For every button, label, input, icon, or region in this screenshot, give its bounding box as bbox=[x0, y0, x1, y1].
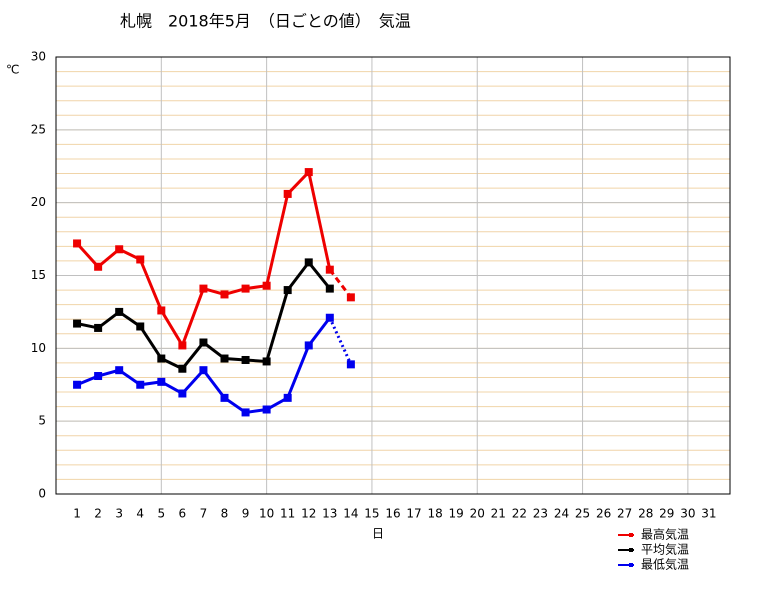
point bbox=[262, 405, 271, 414]
legend-marker bbox=[629, 563, 633, 567]
y-axis-label: ℃ bbox=[6, 63, 19, 77]
x-tick-label: 11 bbox=[280, 507, 295, 521]
x-tick-label: 27 bbox=[617, 507, 632, 521]
point bbox=[199, 366, 208, 375]
point bbox=[325, 265, 334, 274]
x-tick-label: 25 bbox=[575, 507, 590, 521]
point bbox=[94, 372, 103, 381]
plot-frame bbox=[55, 56, 731, 495]
y-tick-label: 20 bbox=[31, 195, 46, 209]
point bbox=[262, 281, 271, 290]
point bbox=[136, 255, 145, 264]
point bbox=[157, 306, 166, 315]
legend-label: 最高気温 bbox=[641, 527, 689, 542]
legend-marker bbox=[629, 548, 633, 552]
point bbox=[220, 393, 229, 402]
x-tick-label: 24 bbox=[554, 507, 569, 521]
point bbox=[346, 360, 355, 369]
x-tick-label: 2 bbox=[94, 507, 102, 521]
series-line-tail bbox=[328, 317, 353, 365]
x-tick-label: 7 bbox=[200, 507, 208, 521]
point bbox=[199, 338, 208, 347]
point bbox=[304, 341, 313, 350]
y-tick-label: 5 bbox=[38, 414, 46, 428]
x-tick-label: 29 bbox=[659, 507, 674, 521]
y-tick-label: 10 bbox=[31, 341, 46, 355]
x-tick-label: 15 bbox=[364, 507, 379, 521]
x-tick-label: 17 bbox=[406, 507, 421, 521]
point bbox=[199, 284, 208, 293]
point bbox=[325, 313, 334, 322]
point bbox=[73, 380, 82, 389]
chart-title: 札幌 2018年5月 （日ごとの値） 気温 bbox=[120, 12, 411, 31]
y-tick-label: 15 bbox=[31, 268, 46, 282]
x-tick-label: 19 bbox=[449, 507, 464, 521]
point bbox=[346, 293, 355, 302]
y-tick-label: 30 bbox=[31, 50, 46, 64]
x-tick-label: 20 bbox=[470, 507, 485, 521]
x-tick-label: 1 bbox=[73, 507, 81, 521]
point bbox=[325, 284, 334, 293]
point bbox=[283, 286, 292, 295]
y-tick-label: 0 bbox=[38, 487, 46, 501]
point bbox=[115, 366, 124, 375]
point bbox=[94, 323, 103, 332]
point bbox=[157, 377, 166, 386]
x-tick-label: 10 bbox=[259, 507, 274, 521]
point bbox=[136, 322, 145, 331]
point bbox=[115, 245, 124, 254]
point bbox=[94, 262, 103, 271]
point bbox=[304, 258, 313, 267]
legend-label: 最低気温 bbox=[641, 557, 689, 572]
point bbox=[178, 364, 187, 373]
point bbox=[157, 354, 166, 363]
x-tick-label: 21 bbox=[491, 507, 506, 521]
x-tick-label: 26 bbox=[596, 507, 611, 521]
legend-label: 平均気温 bbox=[641, 542, 689, 557]
series-line-tail bbox=[328, 268, 353, 299]
point bbox=[136, 380, 145, 389]
x-tick-label: 14 bbox=[343, 507, 358, 521]
point bbox=[73, 319, 82, 328]
point bbox=[262, 357, 271, 366]
point bbox=[220, 290, 229, 299]
x-tick-label: 9 bbox=[242, 507, 250, 521]
x-tick-label: 16 bbox=[385, 507, 400, 521]
x-axis-label: 日 bbox=[372, 527, 384, 541]
x-tick-label: 31 bbox=[701, 507, 716, 521]
x-tick-label: 6 bbox=[179, 507, 187, 521]
x-tick-label: 18 bbox=[427, 507, 442, 521]
x-tick-label: 30 bbox=[680, 507, 695, 521]
x-tick-label: 22 bbox=[512, 507, 527, 521]
x-tick-label: 4 bbox=[136, 507, 144, 521]
x-tick-label: 23 bbox=[533, 507, 548, 521]
point bbox=[283, 393, 292, 402]
y-tick-label: 25 bbox=[31, 122, 46, 136]
x-tick-label: 5 bbox=[157, 507, 165, 521]
x-tick-label: 8 bbox=[221, 507, 229, 521]
x-tick-label: 3 bbox=[115, 507, 123, 521]
point bbox=[304, 168, 313, 177]
point bbox=[241, 355, 250, 364]
x-tick-label: 12 bbox=[301, 507, 316, 521]
point bbox=[241, 284, 250, 293]
point bbox=[178, 341, 187, 350]
x-tick-label: 13 bbox=[322, 507, 337, 521]
point bbox=[283, 189, 292, 198]
point bbox=[220, 354, 229, 363]
point bbox=[73, 239, 82, 248]
legend-marker bbox=[629, 533, 633, 537]
x-tick-label: 28 bbox=[638, 507, 653, 521]
point bbox=[178, 389, 187, 398]
point bbox=[115, 307, 124, 316]
point bbox=[241, 408, 250, 417]
